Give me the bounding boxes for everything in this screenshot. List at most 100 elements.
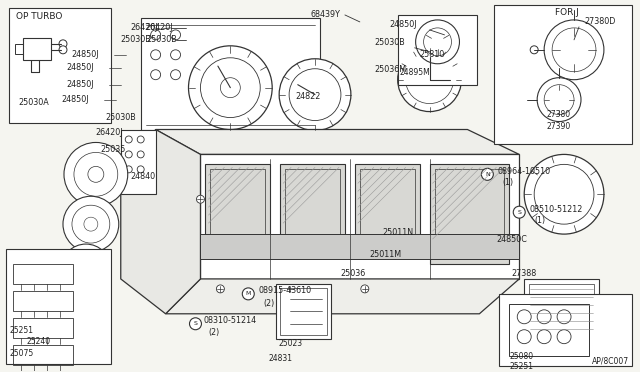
Bar [23,38,51,60]
Bar [280,164,345,254]
Circle shape [196,195,204,203]
Text: 26420J: 26420J [131,23,158,32]
Circle shape [530,46,538,54]
Text: 27380: 27380 [546,110,570,119]
Text: 25030B: 25030B [106,113,136,122]
Circle shape [189,46,272,129]
Text: 24840: 24840 [131,172,156,181]
Text: 25075: 25075 [9,349,33,358]
Circle shape [243,288,254,300]
Bar [13,264,73,284]
Text: 25011N: 25011N [383,228,414,237]
Text: AP/8C007: AP/8C007 [592,356,629,365]
Circle shape [513,206,525,218]
Circle shape [171,70,180,80]
Bar [285,169,340,249]
Text: 68439Y: 68439Y [310,10,340,19]
Circle shape [61,244,111,294]
Text: 24850C: 24850C [497,235,527,244]
Polygon shape [141,18,320,129]
Bar [524,279,599,349]
Text: 25036M: 25036M [375,65,407,74]
Bar [494,5,632,144]
Bar [276,284,331,339]
Text: S: S [193,321,197,326]
Circle shape [64,142,128,206]
Circle shape [415,20,460,64]
Circle shape [279,59,351,131]
Text: 08915-43610: 08915-43610 [258,286,312,295]
Text: (2): (2) [209,328,220,337]
Bar [6,249,111,363]
Text: 25030B: 25030B [121,35,152,44]
Text: 08964-10510: 08964-10510 [497,167,550,176]
Text: 25810: 25810 [420,50,445,59]
Text: N: N [485,172,490,177]
Bar [9,8,111,122]
Text: 25023: 25023 [278,339,302,348]
Text: 24850J: 24850J [66,80,93,89]
Text: 25251: 25251 [509,362,533,371]
Circle shape [286,285,294,293]
Text: S: S [517,210,521,215]
Text: (1): (1) [534,216,545,225]
Text: FOR J: FOR J [555,9,579,17]
Circle shape [171,30,180,40]
Text: 24822: 24822 [295,92,321,101]
Text: 24850J: 24850J [66,63,93,72]
Circle shape [544,20,604,80]
Bar [13,345,73,365]
Polygon shape [156,129,519,154]
Circle shape [63,196,119,252]
Text: 25251: 25251 [9,326,33,335]
Bar [360,169,415,249]
Text: 27390: 27390 [546,122,570,131]
Text: (1): (1) [502,178,513,187]
Bar [280,288,327,335]
Bar [355,164,420,254]
Text: 24850J: 24850J [71,50,99,59]
Text: 08510-51212: 08510-51212 [529,205,582,214]
Circle shape [216,285,225,293]
Text: 08310-51214: 08310-51214 [204,316,257,325]
Bar [435,169,504,259]
Circle shape [150,70,161,80]
Bar [529,284,594,344]
Bar [205,164,270,254]
Text: 24895M: 24895M [400,68,431,77]
Circle shape [59,46,67,54]
Polygon shape [200,234,519,259]
Polygon shape [166,279,519,314]
Text: 25036: 25036 [340,269,365,279]
Circle shape [150,30,161,40]
Circle shape [481,169,493,180]
Text: 25011M: 25011M [370,250,402,259]
Polygon shape [200,154,519,279]
Bar [429,164,509,264]
Bar [15,44,23,54]
Bar [211,169,265,249]
Circle shape [59,40,67,48]
Circle shape [524,154,604,234]
Circle shape [537,78,581,122]
Text: 26420J: 26420J [96,128,124,137]
Polygon shape [121,129,200,314]
Bar [13,318,73,338]
Text: 25240: 25240 [26,337,51,346]
Text: 24850J: 24850J [390,20,417,29]
Circle shape [397,48,461,112]
Text: 25030B: 25030B [147,35,177,44]
Bar [509,304,589,356]
Bar [499,294,632,366]
Text: 24831: 24831 [268,354,292,363]
Text: 25080: 25080 [509,352,533,361]
Circle shape [189,318,202,330]
Circle shape [361,285,369,293]
Text: OP TURBO: OP TURBO [16,12,63,22]
Text: M: M [246,291,251,296]
Circle shape [171,50,180,60]
Text: 25030A: 25030A [18,98,49,107]
Text: 25030B: 25030B [375,38,406,47]
Text: 26420J: 26420J [145,23,173,32]
Bar [13,291,73,311]
